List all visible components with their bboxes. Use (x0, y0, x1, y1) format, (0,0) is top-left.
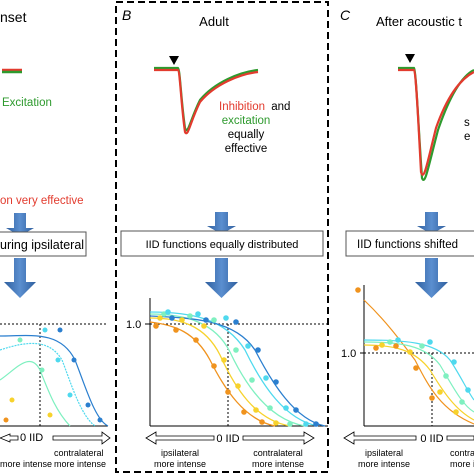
panel-b-box (120, 230, 324, 257)
panel-b-axis: 0 IID ipsilateral more intense contralat… (145, 431, 315, 469)
panel-a-box (0, 231, 87, 257)
panel-a-down-arrow-top (6, 213, 34, 236)
panel-b-left-label2: more intense (154, 459, 206, 469)
panel-b-letter: B (122, 7, 131, 23)
panel-c-axis: 0 IID ipsilateral more intense contralat… (343, 431, 474, 469)
panel-b-legend-effective: effective (225, 143, 268, 155)
panel-c-right-label: contralateral (450, 448, 474, 458)
panel-c-left-label2: more intense (358, 459, 410, 469)
panel-c-left-label: ipsilateral (365, 448, 403, 458)
panel-c-side-s: s (464, 117, 470, 129)
panel-c-trace (398, 66, 474, 181)
panel-c-box-label: IID functions shifted (357, 239, 458, 251)
panel-a-title: nset (0, 9, 27, 25)
panel-b-frame (115, 1, 329, 473)
panel-c-down-arrow (415, 258, 448, 298)
panel-b-down-arrow (205, 258, 238, 298)
panel-c-plot: 1.0 (341, 285, 474, 427)
panel-b-down-arrow-top (207, 212, 236, 234)
panel-c-y-tick: 1.0 (341, 348, 356, 360)
panel-a-excitation-label: Excitation (2, 97, 52, 109)
panel-a-zero-label: 0 IID (20, 432, 43, 444)
panel-a-left-label2: more intense (0, 459, 52, 469)
panel-a-right-label: contralateral (54, 448, 104, 458)
points-yellow (157, 315, 279, 426)
panel-c-title: After acoustic t (376, 14, 462, 29)
panel-b-zero-label: 0 IID (216, 433, 239, 445)
right-hollow-arrow (242, 431, 315, 445)
panel-b-title: Adult (199, 14, 229, 29)
curve-blue (149, 315, 326, 427)
points-mint (161, 311, 293, 427)
panel-b-right-label2: more intense (252, 459, 304, 469)
panel-c-zero-label: 0 IID (420, 433, 443, 445)
panel-c: C After acoustic t s e IID functions shi… (340, 7, 474, 469)
curve-yellow (149, 317, 291, 427)
panel-b-legend-equally: equally (228, 129, 265, 141)
panel-c-down-arrow-top (417, 212, 446, 234)
points-blue (169, 315, 319, 427)
panel-c-right-label2: more intense (450, 459, 474, 469)
panel-b-left-label: ipsilateral (161, 448, 199, 458)
legend-inhibition-word: Inhibition (219, 101, 265, 113)
panel-b-box-label: IID functions equally distributed (146, 239, 299, 251)
panel-b-y-tick: 1.0 (126, 319, 141, 331)
stimulus-marker-icon-c (405, 54, 415, 63)
curve-mint (149, 313, 306, 427)
curve-orange (149, 321, 276, 427)
points-cyan (165, 309, 309, 427)
legend-and-word: and (271, 101, 290, 113)
panel-c-box (345, 230, 474, 257)
panel-c-letter: C (340, 7, 351, 23)
panel-b-legend-excitation: excitation (222, 115, 271, 127)
stimulus-marker-icon (169, 56, 179, 65)
panel-c-side-e: e (464, 131, 470, 143)
panel-b-trace (154, 66, 259, 135)
panel-b-right-label: contralateral (253, 448, 303, 458)
left-hollow-arrow (145, 431, 215, 445)
panel-a-red-note: on very effective (0, 195, 84, 207)
panel-b-legend-inhibition: Inhibition and (219, 101, 290, 113)
panel-a-box-label: uring ipsilateral (0, 238, 84, 252)
panel-a: nset Excitation on very effective uring … (0, 9, 111, 469)
panel-a-right-label2: more intense (54, 459, 106, 469)
panel-a-down-arrow (4, 258, 36, 298)
panel-a-plot (0, 323, 109, 427)
panel-b: B Adult Inhibition and excitation equall… (120, 7, 328, 469)
panel-a-trace (2, 68, 22, 74)
points-orange (153, 323, 265, 425)
panel-b-plot: 1.0 (126, 298, 328, 427)
curve-cyan (149, 311, 319, 427)
panel-a-axis: 0 IID contralateral more intense more in… (0, 431, 111, 469)
